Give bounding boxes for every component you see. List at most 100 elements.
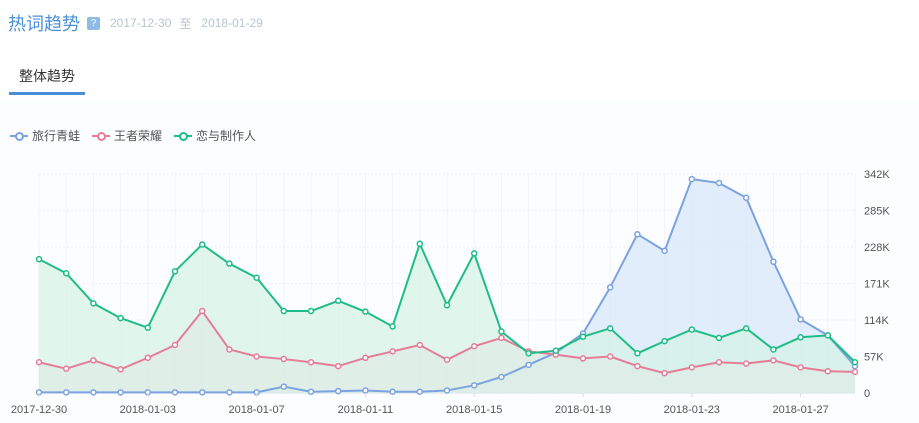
- data-point-series-1[interactable]: [851, 368, 859, 376]
- data-point-series-2[interactable]: [498, 328, 505, 335]
- data-point-series-2[interactable]: [634, 350, 641, 357]
- data-point-series-1[interactable]: [307, 359, 315, 366]
- chart-legend: 旅行青蛙 王者荣耀 恋与制作人: [10, 127, 268, 144]
- data-point-series-2[interactable]: [742, 325, 750, 332]
- data-point-series-0[interactable]: [362, 387, 369, 394]
- data-point-series-1[interactable]: [770, 357, 777, 364]
- data-point-series-0[interactable]: [797, 316, 804, 323]
- data-point-series-1[interactable]: [117, 366, 124, 373]
- data-point-series-1[interactable]: [606, 353, 614, 360]
- data-point-series-0[interactable]: [198, 389, 206, 396]
- data-point-series-0[interactable]: [742, 194, 750, 201]
- data-point-series-0[interactable]: [525, 361, 532, 369]
- data-point-series-0[interactable]: [226, 389, 233, 396]
- data-point-series-1[interactable]: [416, 341, 424, 349]
- data-point-series-2[interactable]: [470, 250, 478, 257]
- data-point-series-2[interactable]: [62, 270, 70, 277]
- data-point-series-0[interactable]: [715, 179, 723, 187]
- data-point-series-2[interactable]: [198, 241, 206, 248]
- data-point-series-1[interactable]: [688, 364, 696, 371]
- data-point-series-1[interactable]: [824, 367, 832, 375]
- data-point-series-1[interactable]: [634, 362, 641, 370]
- header: 热词趋势 ? 2017-12-30 至 2018-01-29: [8, 10, 263, 36]
- data-point-series-0[interactable]: [117, 389, 124, 396]
- x-tick-label: 2018-01-11: [338, 404, 393, 416]
- data-point-series-1[interactable]: [470, 343, 478, 350]
- data-point-series-2[interactable]: [226, 260, 233, 267]
- data-point-series-2[interactable]: [362, 308, 369, 315]
- data-point-series-0[interactable]: [171, 389, 179, 396]
- data-point-series-0[interactable]: [389, 388, 396, 395]
- data-point-series-1[interactable]: [715, 359, 723, 366]
- data-point-series-0[interactable]: [606, 284, 614, 291]
- data-point-series-1[interactable]: [35, 359, 43, 366]
- data-point-series-2[interactable]: [688, 326, 696, 333]
- data-point-series-2[interactable]: [824, 332, 832, 339]
- data-point-series-0[interactable]: [688, 175, 696, 183]
- data-point-series-2[interactable]: [770, 346, 777, 353]
- date-end: 2018-01-29: [201, 16, 263, 30]
- data-point-series-2[interactable]: [715, 334, 723, 342]
- data-point-series-2[interactable]: [552, 347, 560, 354]
- data-point-series-1[interactable]: [280, 355, 288, 363]
- data-point-series-1[interactable]: [198, 307, 206, 315]
- data-point-series-0[interactable]: [416, 388, 424, 395]
- data-point-series-0[interactable]: [498, 373, 505, 381]
- data-point-series-2[interactable]: [171, 268, 179, 275]
- data-point-series-1[interactable]: [144, 354, 152, 362]
- data-point-series-0[interactable]: [62, 389, 70, 396]
- data-point-series-2[interactable]: [443, 302, 451, 309]
- legend-marker-icon: [10, 131, 28, 141]
- data-point-series-2[interactable]: [117, 314, 124, 322]
- data-point-series-1[interactable]: [797, 364, 804, 371]
- data-point-series-0[interactable]: [661, 247, 668, 255]
- data-point-series-2[interactable]: [334, 297, 342, 305]
- data-point-series-1[interactable]: [661, 369, 668, 377]
- data-point-series-1[interactable]: [579, 355, 587, 362]
- data-point-series-2[interactable]: [797, 334, 804, 341]
- data-point-series-1[interactable]: [90, 357, 97, 364]
- data-point-series-2[interactable]: [144, 324, 152, 331]
- data-point-series-0[interactable]: [470, 382, 478, 389]
- x-tick-label: 2017-12-30: [11, 404, 67, 416]
- data-point-series-2[interactable]: [661, 337, 668, 345]
- data-point-series-1[interactable]: [389, 348, 396, 355]
- data-point-series-1[interactable]: [334, 362, 342, 370]
- legend-item-series-1[interactable]: 王者荣耀: [92, 127, 162, 144]
- data-point-series-0[interactable]: [280, 383, 288, 390]
- data-point-series-2[interactable]: [579, 333, 587, 340]
- data-point-series-1[interactable]: [226, 346, 233, 353]
- data-point-series-0[interactable]: [334, 387, 342, 395]
- legend-item-series-2[interactable]: 恋与制作人: [174, 127, 256, 144]
- data-point-series-2[interactable]: [280, 307, 288, 315]
- data-point-series-2[interactable]: [606, 325, 614, 332]
- data-point-series-2[interactable]: [851, 359, 859, 366]
- y-tick-label: 114K: [864, 315, 890, 327]
- data-point-series-0[interactable]: [307, 388, 315, 395]
- data-point-series-2[interactable]: [90, 300, 97, 307]
- data-point-series-1[interactable]: [498, 334, 505, 342]
- data-point-series-2[interactable]: [253, 274, 260, 281]
- x-tick-label: 2018-01-07: [228, 404, 284, 416]
- help-icon[interactable]: ?: [87, 16, 100, 30]
- data-point-series-0[interactable]: [770, 258, 777, 265]
- data-point-series-2[interactable]: [35, 255, 43, 263]
- x-tick-label: 2018-01-19: [555, 404, 611, 416]
- data-point-series-1[interactable]: [171, 341, 179, 349]
- data-point-series-1[interactable]: [742, 360, 750, 367]
- data-point-series-2[interactable]: [525, 350, 532, 357]
- legend-item-series-0[interactable]: 旅行青蛙: [10, 127, 80, 144]
- x-tick-label: 2018-01-23: [664, 404, 720, 416]
- data-point-series-2[interactable]: [389, 323, 396, 330]
- data-point-series-0[interactable]: [90, 389, 97, 396]
- data-point-series-1[interactable]: [443, 356, 451, 363]
- data-point-series-0[interactable]: [634, 230, 641, 238]
- y-tick-label: 0: [864, 388, 870, 400]
- data-point-series-1[interactable]: [62, 365, 70, 372]
- data-point-series-1[interactable]: [362, 354, 369, 362]
- data-point-series-1[interactable]: [253, 353, 260, 360]
- data-point-series-0[interactable]: [443, 387, 451, 394]
- data-point-series-2[interactable]: [416, 240, 424, 248]
- tab-overall-trend[interactable]: 整体趋势: [9, 65, 85, 95]
- data-point-series-2[interactable]: [307, 307, 315, 315]
